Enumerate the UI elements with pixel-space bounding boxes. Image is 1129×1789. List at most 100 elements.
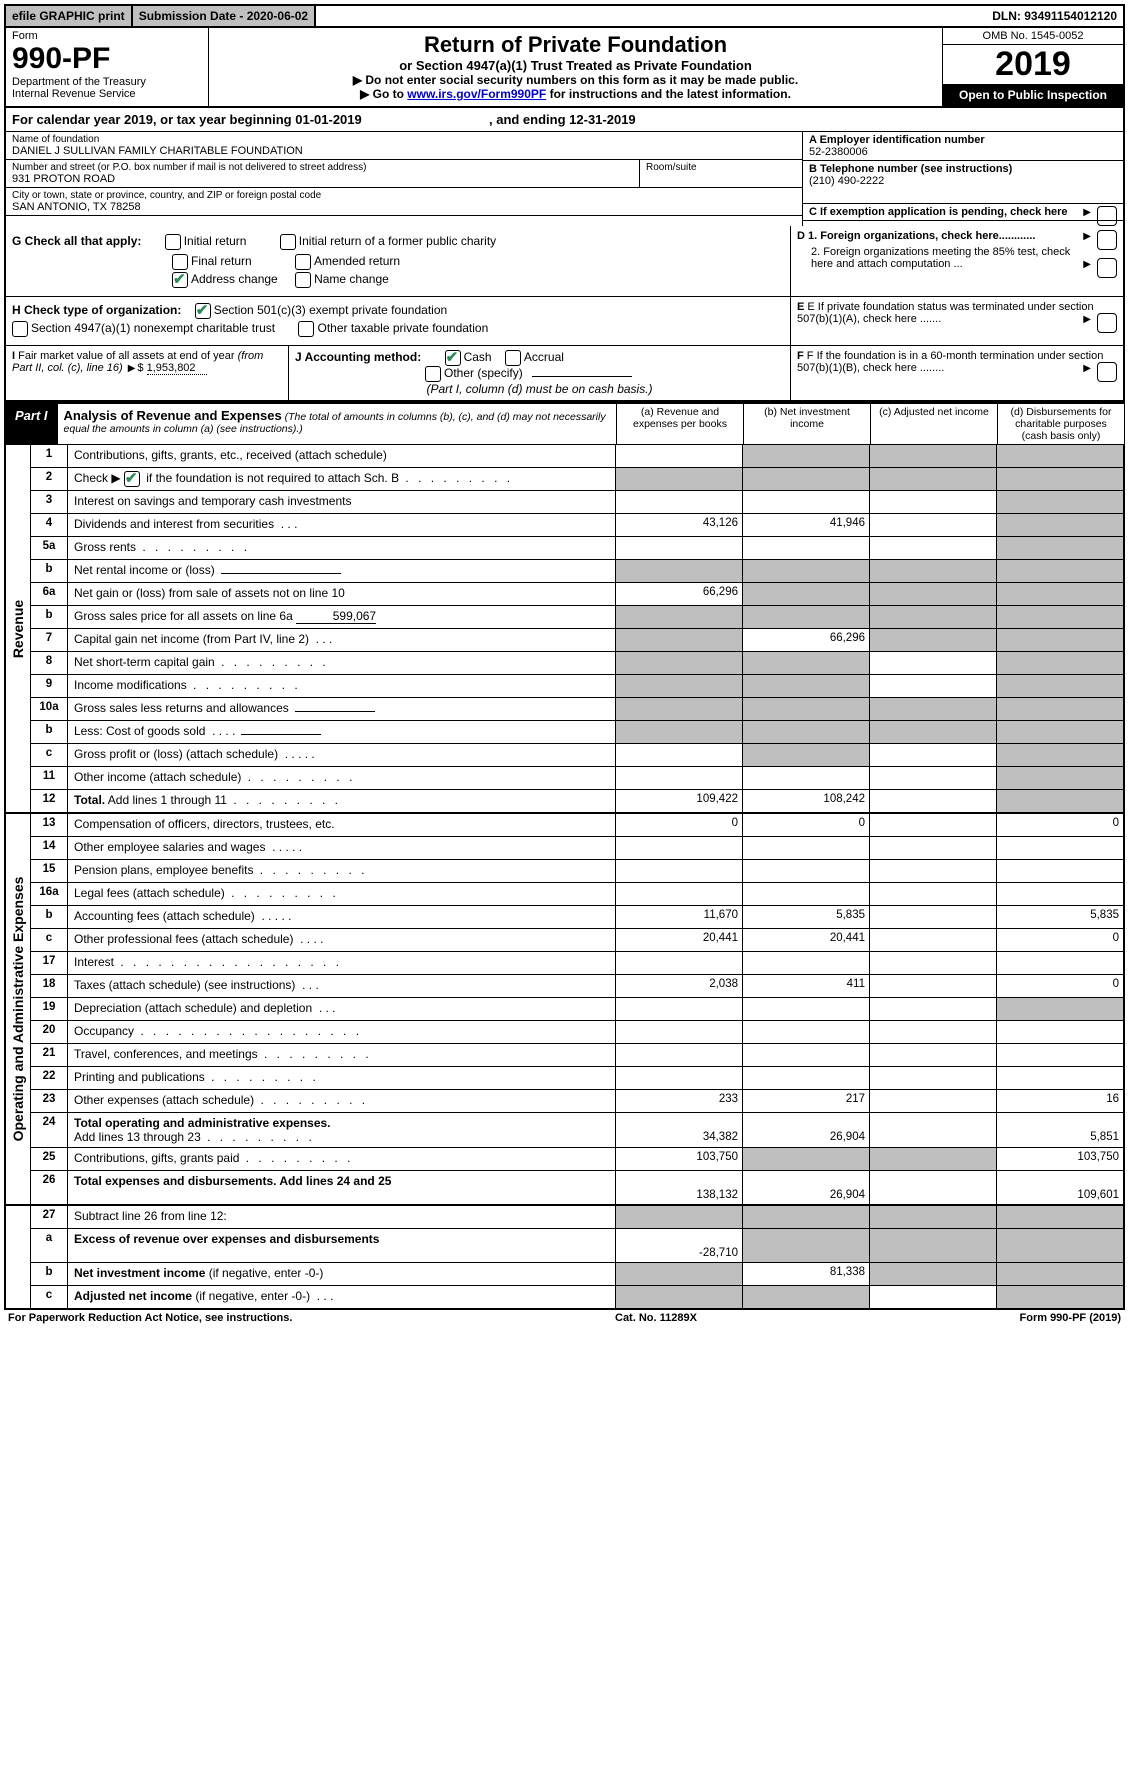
chk-schb[interactable] <box>124 471 140 487</box>
amt-d: 5,851 <box>996 1113 1123 1147</box>
footer-mid: Cat. No. 11289X <box>615 1312 697 1324</box>
table-row: 17 Interest <box>31 952 1123 975</box>
table-row: 25 Contributions, gifts, grants paid 103… <box>31 1148 1123 1171</box>
table-row: 19 Depreciation (attach schedule) and de… <box>31 998 1123 1021</box>
col-c-header: (c) Adjusted net income <box>870 404 997 444</box>
table-row: c Other professional fees (attach schedu… <box>31 929 1123 952</box>
row-num: 10a <box>31 698 68 720</box>
row-desc: Less: Cost of goods sold . . . . <box>68 721 615 743</box>
f-checkbox[interactable] <box>1097 362 1117 382</box>
row-desc: Other professional fees (attach schedule… <box>68 929 615 951</box>
info-left: Name of foundation DANIEL J SULLIVAN FAM… <box>6 132 802 226</box>
irs-link[interactable]: www.irs.gov/Form990PF <box>407 87 546 101</box>
j-accrual: Accrual <box>524 350 564 364</box>
d2-checkbox[interactable] <box>1097 258 1117 278</box>
table-row: 8 Net short-term capital gain <box>31 652 1123 675</box>
table-row: b Accounting fees (attach schedule) . . … <box>31 906 1123 929</box>
row-num: 1 <box>31 445 68 467</box>
amt-b: 411 <box>742 975 869 997</box>
form-subtitle: or Section 4947(a)(1) Trust Treated as P… <box>213 58 938 73</box>
amt-d: 5,835 <box>996 906 1123 928</box>
chk-4947[interactable] <box>12 321 28 337</box>
chk-accrual[interactable] <box>505 350 521 366</box>
amt-b: 0 <box>742 814 869 836</box>
row-desc: Interest <box>68 952 615 974</box>
row-num: 2 <box>31 468 68 490</box>
g-final: Final return <box>191 254 252 268</box>
arrow-icon <box>1081 313 1093 325</box>
top-bar: efile GRAPHIC print Submission Date - 20… <box>4 4 1125 28</box>
note-goto: ▶ Go to www.irs.gov/Form990PF for instru… <box>213 87 938 101</box>
form-header: Form 990-PF Department of the Treasury I… <box>4 28 1125 108</box>
city-value: SAN ANTONIO, TX 78258 <box>12 201 796 213</box>
info-grid: Name of foundation DANIEL J SULLIVAN FAM… <box>4 132 1125 226</box>
chk-other[interactable] <box>425 366 441 382</box>
dln-label: DLN: 93491154012120 <box>986 6 1123 26</box>
chk-initial-former[interactable] <box>280 234 296 250</box>
amt-d: 103,750 <box>996 1148 1123 1170</box>
amt-a: 20,441 <box>615 929 742 951</box>
chk-initial[interactable] <box>165 234 181 250</box>
efile-print-button[interactable]: efile GRAPHIC print <box>6 6 133 26</box>
e-checkbox[interactable] <box>1097 313 1117 333</box>
f-label: F If the foundation is in a 60-month ter… <box>797 350 1103 374</box>
c-label: C If exemption application is pending, c… <box>809 206 1068 218</box>
name-label: Name of foundation <box>12 134 796 145</box>
chk-cash[interactable] <box>445 350 461 366</box>
amt-a: 0 <box>615 814 742 836</box>
table-row: 12 Total. Add lines 1 through 11 109,422… <box>31 790 1123 812</box>
row-desc: Interest on savings and temporary cash i… <box>68 491 615 513</box>
table-row: 22 Printing and publications <box>31 1067 1123 1090</box>
row-num: 15 <box>31 860 68 882</box>
amt-a: 11,670 <box>615 906 742 928</box>
row-num: c <box>31 1286 68 1308</box>
form-word: Form <box>12 30 202 42</box>
city-cell: City or town, state or province, country… <box>6 188 802 216</box>
chk-address-change[interactable] <box>172 272 188 288</box>
d1-checkbox[interactable] <box>1097 230 1117 250</box>
table-row: 18 Taxes (attach schedule) (see instruct… <box>31 975 1123 998</box>
expenses-vert-label: Operating and Administrative Expenses <box>6 814 31 1204</box>
amt-b: 81,338 <box>742 1263 869 1285</box>
row-desc: Compensation of officers, directors, tru… <box>68 814 615 836</box>
d1-label: D 1. Foreign organizations, check here..… <box>797 230 1035 242</box>
amt-a: 109,422 <box>615 790 742 812</box>
row-num: 6a <box>31 583 68 605</box>
form-number: 990-PF <box>12 42 202 76</box>
omb-number: OMB No. 1545-0052 <box>943 28 1123 45</box>
amt-a: 138,132 <box>615 1171 742 1204</box>
e-section: E E If private foundation status was ter… <box>790 297 1123 345</box>
expenses-text: Operating and Administrative Expenses <box>10 877 26 1142</box>
row-desc: Dividends and interest from securities .… <box>68 514 615 536</box>
row-desc: Gross sales less returns and allowances <box>68 698 615 720</box>
chk-501c3[interactable] <box>195 303 211 319</box>
chk-other-taxable[interactable] <box>298 321 314 337</box>
row-num: b <box>31 606 68 628</box>
g-d-row: G Check all that apply: Initial return I… <box>4 226 1125 297</box>
row-desc: Legal fees (attach schedule) <box>68 883 615 905</box>
table-row: 26 Total expenses and disbursements. Add… <box>31 1171 1123 1204</box>
table-row: 6a Net gain or (loss) from sale of asset… <box>31 583 1123 606</box>
fmv-value: 1,953,802 <box>147 362 207 375</box>
chk-final[interactable] <box>172 254 188 270</box>
row-desc: Check ▶ if the foundation is not require… <box>68 468 615 490</box>
table-row: 14 Other employee salaries and wages . .… <box>31 837 1123 860</box>
row-desc: Net gain or (loss) from sale of assets n… <box>68 583 615 605</box>
h-opt3: Other taxable private foundation <box>317 321 488 335</box>
amt-a <box>615 445 742 467</box>
note2-pre: ▶ Go to <box>360 87 407 101</box>
amt-d: 0 <box>996 929 1123 951</box>
row-num: 22 <box>31 1067 68 1089</box>
c-checkbox[interactable] <box>1097 206 1117 226</box>
chk-name-change[interactable] <box>295 272 311 288</box>
arrow-icon <box>126 362 138 374</box>
open-public: Open to Public Inspection <box>943 84 1123 106</box>
row-num: 26 <box>31 1171 68 1204</box>
address-value: 931 PROTON ROAD <box>12 173 633 185</box>
chk-amended[interactable] <box>295 254 311 270</box>
row-desc: Contributions, gifts, grants, etc., rece… <box>68 445 615 467</box>
row-desc: Accounting fees (attach schedule) . . . … <box>68 906 615 928</box>
dept-line: Department of the Treasury Internal Reve… <box>12 76 202 100</box>
amt-a: 103,750 <box>615 1148 742 1170</box>
cal-pre: For calendar year 2019, or tax year begi… <box>12 112 295 127</box>
